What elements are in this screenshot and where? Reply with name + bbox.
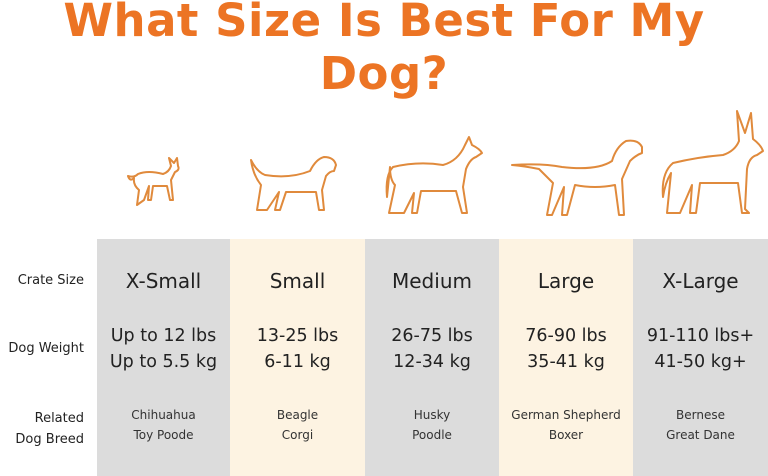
weight-kg: 6-11 kg: [264, 352, 331, 372]
breed: Bernese: [676, 408, 725, 422]
breeds: Chihuahua Toy Poode: [97, 405, 230, 445]
breed: Chihuahua: [131, 408, 196, 422]
crate-size-label: Crate Size: [17, 273, 84, 288]
size-column-x-large: X-Large 91-110 lbs+ 41-50 kg+ Bernese Grea…: [633, 239, 768, 476]
breed: Beagle: [276, 408, 319, 422]
page-title: What Size Is Best For My Dog?: [63, 0, 705, 100]
size-column-x-small: X-Small Up to 12 lbs Up to 5.5 kg Chihuah…: [97, 239, 230, 476]
related-label-line1: Related: [34, 411, 84, 426]
breed: Husky: [413, 408, 451, 422]
large-dog-icon: [511, 139, 643, 216]
weight: 26-75 lbs 12-34 kg: [365, 323, 499, 375]
crate-size: Medium: [392, 269, 472, 293]
crate-size: X-Large: [662, 269, 739, 293]
breeds: German Shepherd Boxer: [499, 405, 633, 445]
crate-size: Large: [537, 269, 595, 293]
weight: 91-110 lbs+ 41-50 kg+: [633, 323, 768, 375]
crate-size: X-Small: [125, 269, 202, 293]
weight-lbs: 76-90 lbs: [525, 326, 607, 346]
weight-lbs: 91-110 lbs+: [646, 326, 755, 346]
breed: Toy Poode: [133, 428, 194, 442]
related-label-line2: Dog Breed: [15, 432, 84, 447]
related-breed-label: Related Dog Breed: [15, 408, 84, 450]
weight-kg: 12-34 kg: [393, 352, 471, 372]
size-column-large: Large 76-90 lbs 35-41 kg German Shepherd B…: [499, 239, 633, 476]
weight-lbs: 13-25 lbs: [256, 326, 339, 346]
small-dog-icon: [250, 156, 337, 211]
weight-kg: Up to 5.5 kg: [109, 352, 218, 372]
breed: Poodle: [412, 428, 452, 442]
breed: Corgi: [281, 428, 314, 442]
breed: German Shepherd: [511, 408, 621, 422]
breed: Boxer: [548, 428, 584, 442]
xsmall-dog-icon: [127, 157, 180, 206]
crate-size: Small: [269, 269, 326, 293]
weight: 13-25 lbs 6-11 kg: [230, 323, 365, 375]
dog-weight-label: Dog Weight: [8, 341, 84, 356]
breeds: Beagle Corgi: [230, 405, 365, 445]
weight-lbs: Up to 12 lbs: [110, 326, 217, 346]
size-column-small: Small 13-25 lbs 6-11 kg Beagle Corgi: [230, 239, 365, 476]
breed: Great Dane: [666, 428, 735, 442]
dog-illustrations: [127, 110, 764, 216]
size-column-medium: Medium 26-75 lbs 12-34 kg Husky Poodle: [365, 239, 499, 476]
medium-dog-icon: [385, 136, 483, 214]
breeds: Husky Poodle: [365, 405, 499, 445]
weight-kg: 35-41 kg: [527, 352, 605, 372]
weight-kg: 41-50 kg+: [654, 352, 747, 372]
breeds: Bernese Great Dane: [633, 405, 768, 445]
weight: Up to 12 lbs Up to 5.5 kg: [97, 323, 230, 375]
weight: 76-90 lbs 35-41 kg: [499, 323, 633, 375]
weight-lbs: 26-75 lbs: [391, 326, 473, 346]
xlarge-dog-icon: [661, 110, 764, 214]
